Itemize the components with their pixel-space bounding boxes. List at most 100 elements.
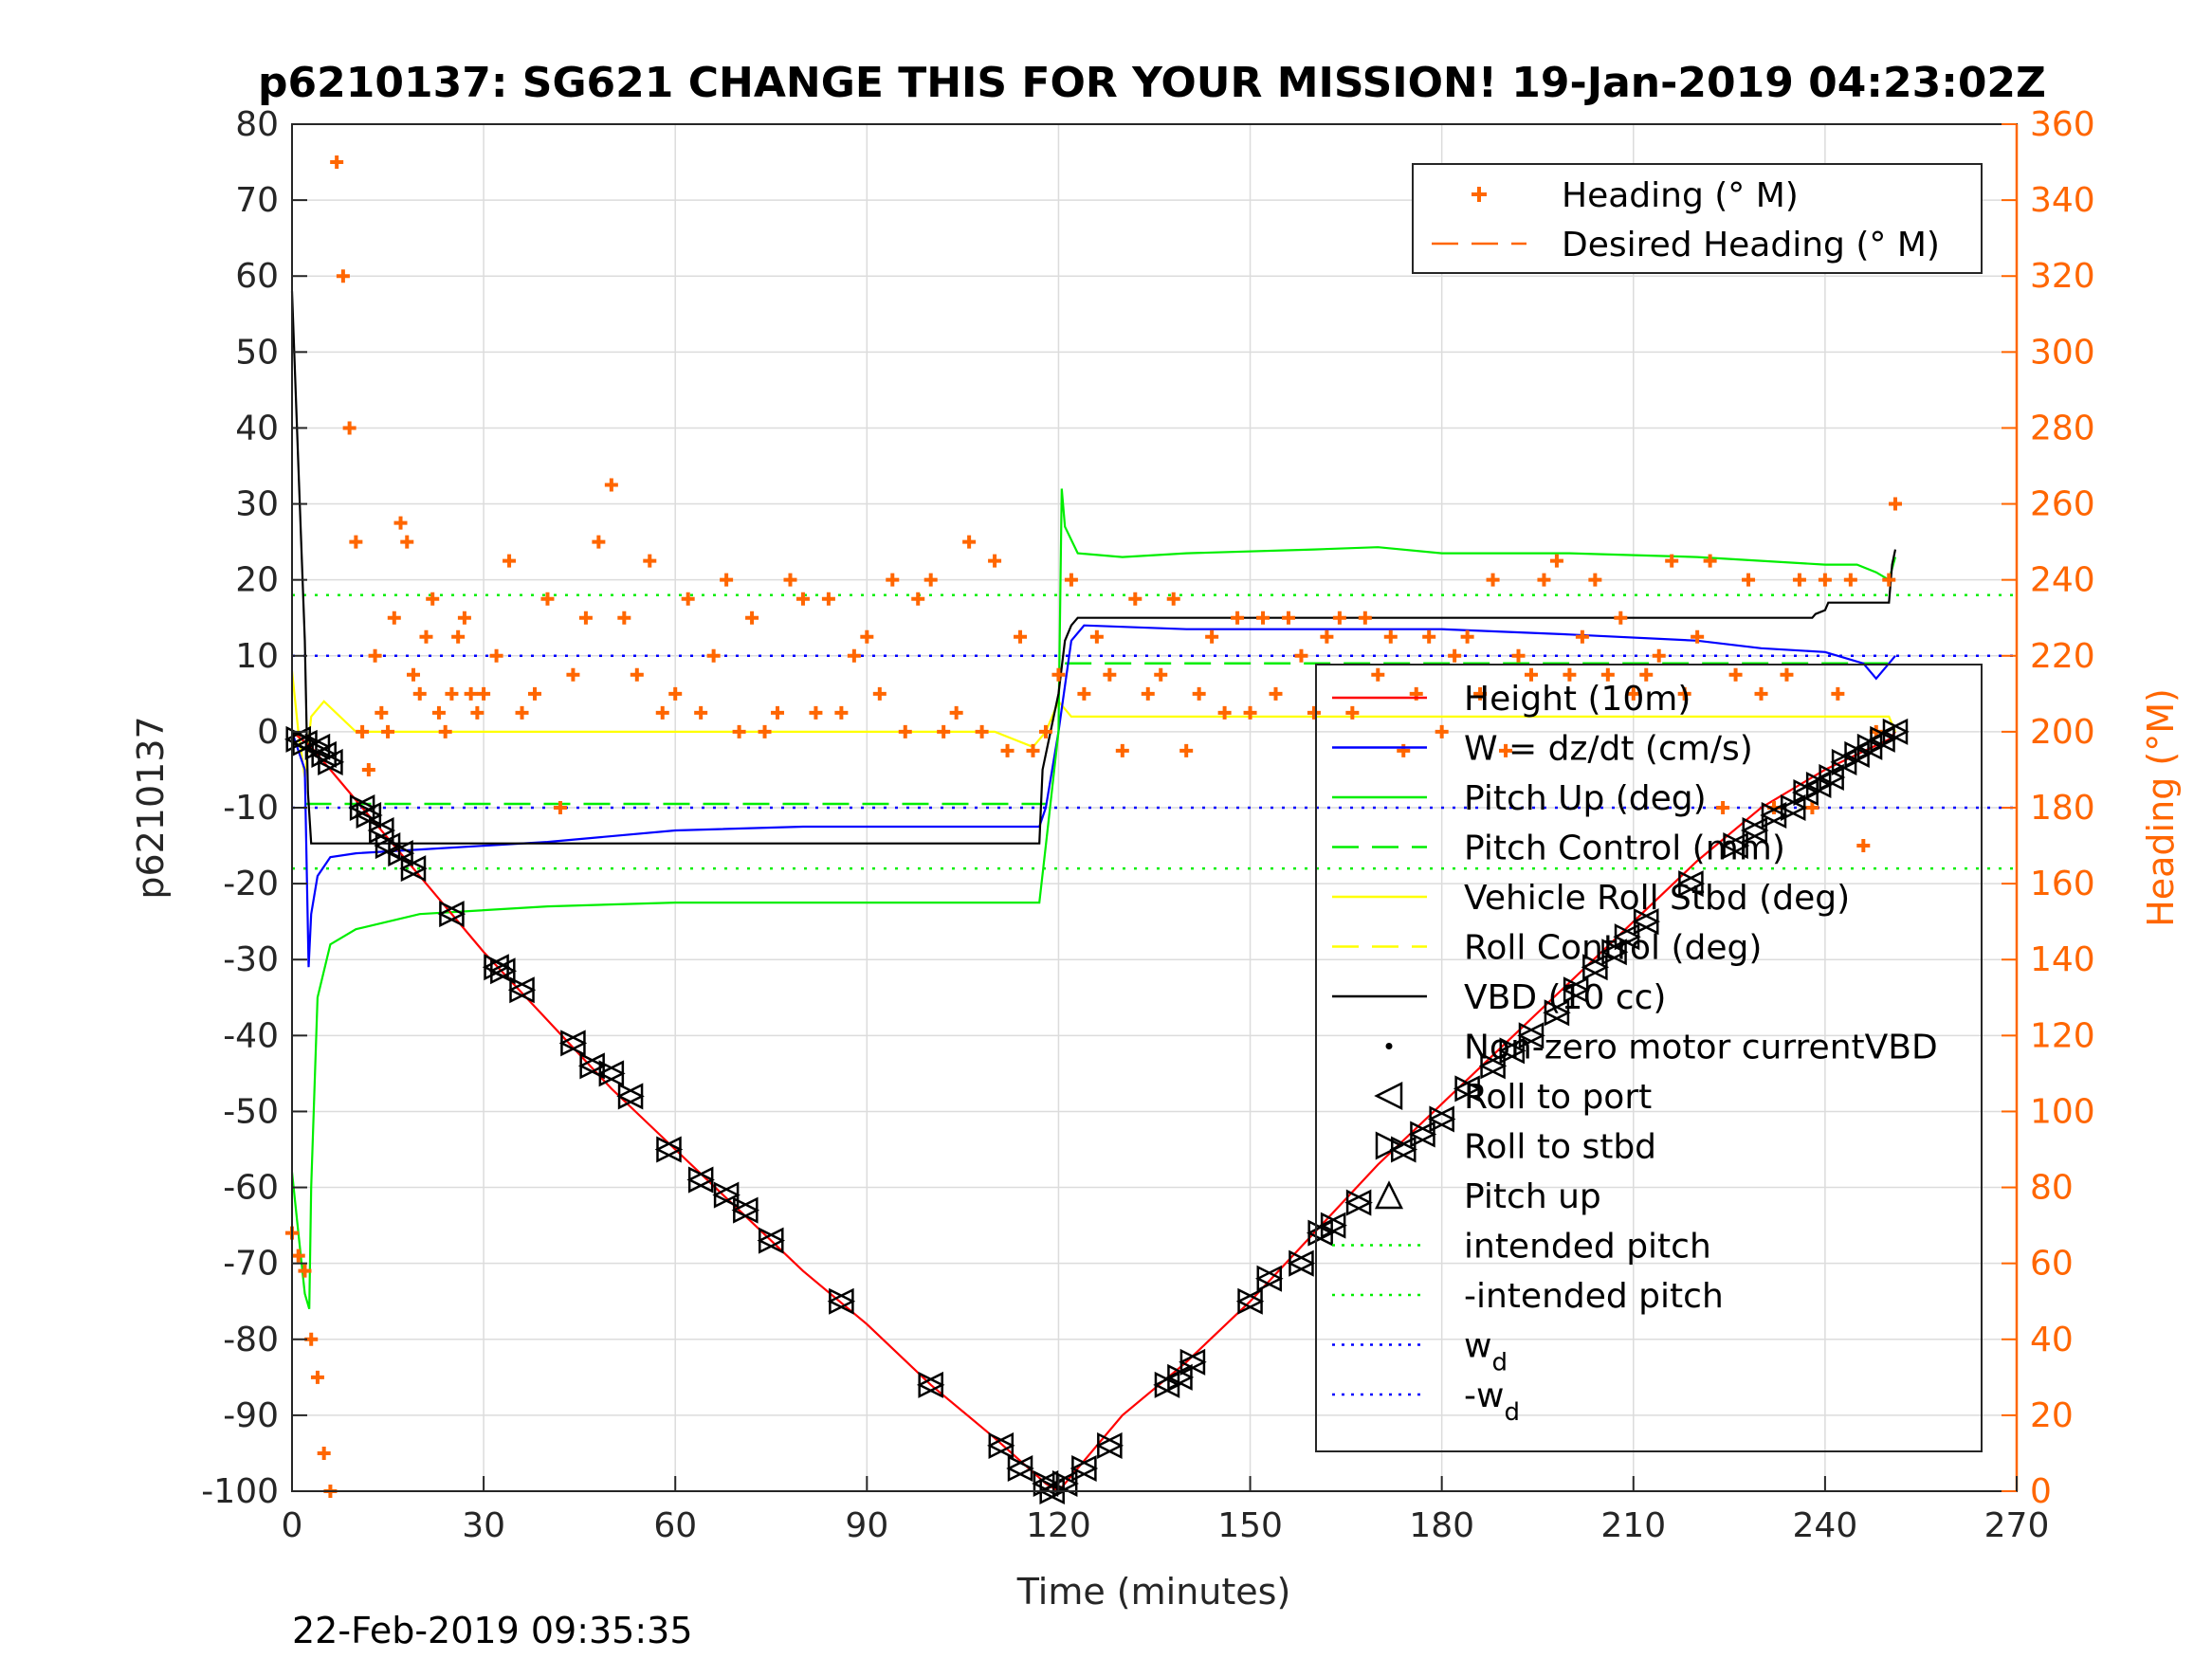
heading-point	[1831, 686, 1845, 701]
chart-title: p6210137: SG621 CHANGE THIS FOR YOUR MIS…	[258, 59, 2046, 107]
heading-point	[771, 705, 785, 720]
heading-point	[872, 686, 887, 701]
heading-point	[1128, 592, 1143, 606]
roll-marker	[1345, 1189, 1373, 1216]
roll-marker	[1499, 1037, 1526, 1065]
heading-point	[592, 535, 606, 549]
left-tick-label: 20	[235, 561, 279, 600]
legend-main-box	[1315, 664, 1983, 1452]
right-tick-label: 120	[2030, 1016, 2095, 1055]
heading-point	[310, 1370, 324, 1384]
left-tick-label: -80	[223, 1321, 279, 1359]
heading-point	[1205, 629, 1219, 644]
heading-point	[431, 705, 446, 720]
legend-label: W = dz/dt (cm/s)	[1464, 730, 1753, 769]
roll-marker	[1634, 908, 1661, 936]
heading-point	[298, 1264, 312, 1278]
heading-point	[330, 155, 344, 170]
left-tick-label: -20	[223, 865, 279, 903]
left-axis-ticks: 80 70 60 50 40 30 20 10 0 -10 -20 -30 -40 -50 -60 -70 -8…	[201, 105, 307, 1511]
left-tick-label: -40	[223, 1016, 279, 1055]
right-axis-label: Heading (°M)	[2140, 688, 2182, 927]
heading-point	[1754, 686, 1768, 701]
heading-point	[451, 629, 466, 644]
heading-point	[1600, 667, 1615, 682]
right-tick-label: 360	[2030, 105, 2095, 144]
heading-point	[962, 535, 977, 549]
heading-point	[706, 648, 721, 663]
left-tick-label: 0	[257, 713, 279, 752]
roll-marker	[1601, 939, 1629, 966]
heading-point	[407, 667, 421, 682]
heading-point	[393, 516, 408, 530]
right-tick-label: 300	[2030, 333, 2095, 372]
heading-point	[368, 648, 382, 663]
heading-point	[1166, 592, 1180, 606]
heading-point	[949, 705, 963, 720]
roll-marker	[304, 733, 332, 760]
marker-series	[283, 718, 1910, 1505]
roll-marker	[356, 801, 383, 830]
roll-marker	[1256, 1265, 1284, 1292]
roll-marker	[918, 1371, 945, 1398]
legend-heading: Heading (° M) Desired Heading (° M)	[1412, 163, 1983, 274]
heading-point	[426, 592, 440, 606]
heading-point	[1805, 801, 1819, 814]
heading-point	[1677, 686, 1691, 701]
legend-heading-box	[1412, 163, 1983, 274]
legend-label-text: intended pitch	[1464, 1228, 1711, 1267]
roll-marker	[1007, 1454, 1034, 1482]
roll-marker	[1742, 817, 1769, 845]
left-tick-label: -50	[223, 1092, 279, 1131]
roll-marker	[1582, 954, 1610, 981]
roll-marker	[1518, 1022, 1545, 1049]
heading-point	[356, 724, 370, 738]
heading-point	[1742, 573, 1756, 587]
data-series	[285, 155, 1902, 1498]
right-tick-label: 320	[2030, 257, 2095, 296]
roll-marker	[1805, 771, 1833, 798]
heading-point	[1549, 554, 1563, 568]
plot-area	[283, 123, 2018, 1505]
right-tick-label: 40	[2030, 1321, 2074, 1359]
x-axis-label: Time (minutes)	[1016, 1571, 1291, 1613]
heading-point	[1383, 629, 1398, 644]
heading-point	[1294, 648, 1308, 663]
heading-point	[457, 611, 471, 625]
right-tick-label: 100	[2030, 1092, 2095, 1131]
heading-point	[1192, 686, 1206, 701]
roll-marker	[1844, 740, 1872, 768]
heading-point	[1422, 629, 1436, 644]
roll-marker	[1793, 778, 1820, 807]
roll-marker	[1870, 725, 1897, 753]
roll-marker	[1167, 1363, 1195, 1391]
heading-point	[477, 686, 491, 701]
roll-marker	[1614, 923, 1641, 951]
heading-point	[1281, 611, 1295, 625]
heading-point	[1345, 705, 1360, 720]
heading-point	[809, 705, 823, 720]
roll-marker	[311, 740, 338, 768]
heading-point	[515, 705, 529, 720]
legend-label: Heading (° M)	[1562, 176, 1799, 215]
heading-point	[400, 535, 414, 549]
heading-point	[342, 421, 356, 435]
heading-point	[1026, 743, 1040, 757]
heading-point	[1499, 743, 1513, 757]
heading-point	[681, 592, 695, 606]
roll-marker	[1289, 1249, 1316, 1277]
heading-point	[1217, 705, 1232, 720]
heading-point	[1332, 611, 1346, 625]
right-tick-label: 280	[2030, 409, 2095, 447]
legend-label: Roll to stbd	[1464, 1128, 1656, 1167]
roll-marker	[292, 729, 320, 757]
roll-marker	[759, 1227, 786, 1254]
roll-marker	[1723, 832, 1750, 860]
left-tick-label: 80	[235, 105, 279, 144]
legend-label: -wd	[1464, 1376, 1520, 1427]
legend-label: Pitch Control (mm)	[1464, 830, 1785, 868]
heading-point	[783, 573, 797, 587]
heading-point	[1115, 743, 1129, 757]
heading-point	[1307, 705, 1321, 720]
